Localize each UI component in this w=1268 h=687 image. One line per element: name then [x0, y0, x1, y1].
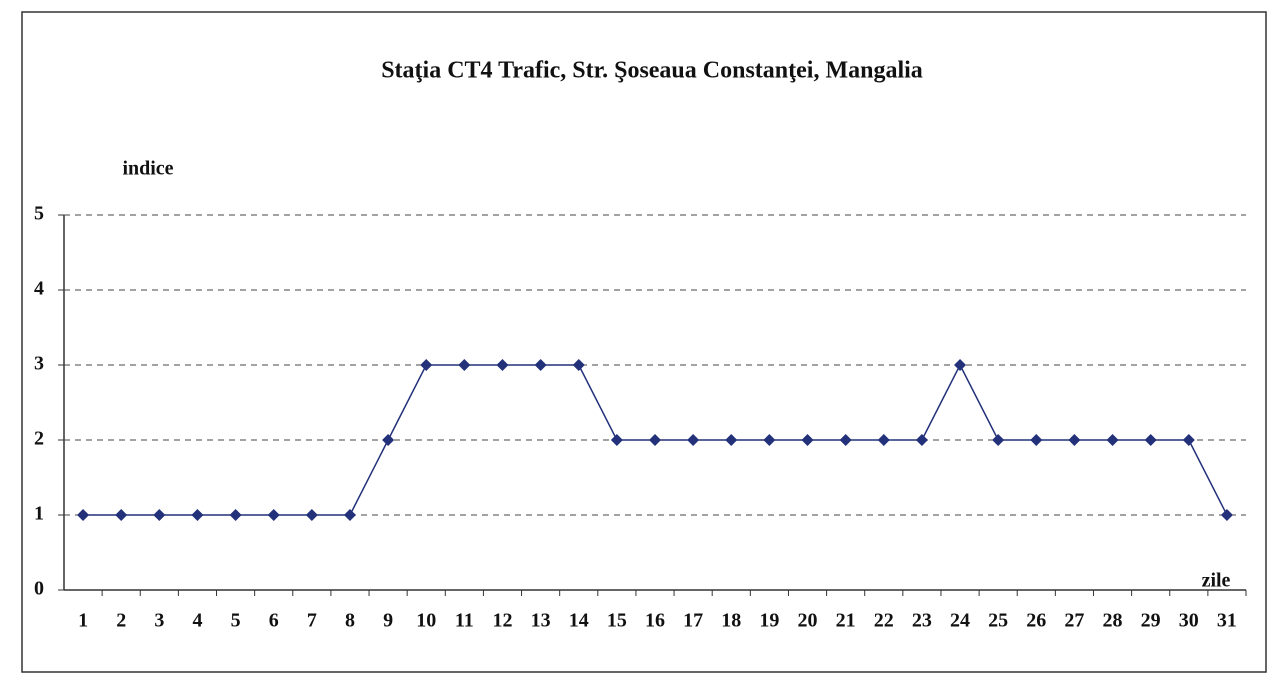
x-tick-label: 15: [607, 610, 627, 632]
data-point: [725, 434, 738, 446]
data-point: [153, 509, 166, 521]
data-point: [839, 434, 852, 446]
data-point: [229, 509, 242, 521]
x-tick-label: 17: [683, 610, 703, 632]
data-point: [1030, 434, 1043, 446]
x-tick-label: 14: [569, 610, 589, 632]
data-point: [915, 434, 928, 446]
data-point: [1068, 434, 1081, 446]
x-tick-label: 7: [307, 610, 317, 632]
data-point: [954, 359, 967, 371]
data-point: [458, 359, 471, 371]
data-point: [267, 509, 280, 521]
y-axis-label: indice: [122, 158, 173, 180]
x-tick-label: 10: [416, 610, 436, 632]
x-tick-label: 1: [78, 610, 88, 632]
x-tick-label: 30: [1179, 610, 1199, 632]
data-point: [1106, 434, 1119, 446]
y-tick-label: 2: [34, 428, 44, 450]
data-point: [1182, 434, 1195, 446]
x-tick-label: 20: [798, 610, 818, 632]
data-point: [992, 434, 1005, 446]
data-point: [649, 434, 661, 446]
x-tick-label: 2: [116, 610, 126, 632]
x-tick-label: 12: [492, 610, 512, 632]
data-point: [877, 434, 890, 446]
data-point: [1144, 434, 1157, 446]
y-tick-label: 1: [34, 503, 44, 525]
x-tick-label: 11: [455, 610, 474, 632]
y-tick-label: 0: [34, 578, 44, 600]
chart-frame: [21, 11, 1267, 673]
y-tick-label: 5: [34, 203, 44, 225]
data-point: [382, 434, 395, 446]
x-tick-label: 25: [988, 610, 1008, 632]
x-tick-label: 8: [345, 610, 355, 632]
data-point: [687, 434, 700, 446]
x-tick-label: 19: [759, 610, 779, 632]
data-point: [420, 359, 433, 371]
x-tick-label: 26: [1026, 610, 1046, 632]
x-tick-label: 9: [383, 610, 393, 632]
x-tick-label: 27: [1064, 610, 1084, 632]
data-point: [801, 434, 814, 446]
y-tick-label: 3: [34, 353, 44, 375]
x-tick-label: 5: [231, 610, 241, 632]
data-point: [763, 434, 776, 446]
data-point: [496, 359, 509, 371]
x-tick-label: 28: [1103, 610, 1123, 632]
x-tick-label: 6: [269, 610, 279, 632]
x-tick-label: 22: [874, 610, 894, 632]
x-tick-label: 24: [950, 610, 970, 632]
data-point: [343, 509, 356, 521]
x-tick-label: 23: [912, 610, 932, 632]
data-point: [305, 509, 318, 521]
data-point: [610, 434, 623, 446]
x-tick-label: 4: [192, 610, 202, 632]
x-tick-label: 18: [721, 610, 741, 632]
data-point: [1220, 509, 1233, 521]
x-tick-label: 3: [154, 610, 164, 632]
data-point: [572, 359, 585, 371]
x-tick-label: 21: [836, 610, 856, 632]
y-tick-label: 4: [34, 278, 44, 300]
x-axis-label: zile: [1202, 570, 1231, 592]
x-tick-label: 31: [1217, 610, 1237, 632]
x-tick-label: 13: [531, 610, 551, 632]
data-point: [115, 509, 128, 521]
x-tick-label: 29: [1141, 610, 1161, 632]
chart-title: Staţia CT4 Trafic, Str. Şoseaua Constanţ…: [381, 58, 923, 84]
data-point: [191, 509, 204, 521]
data-point: [77, 509, 90, 521]
x-tick-label: 16: [645, 610, 665, 632]
data-point: [534, 359, 547, 371]
